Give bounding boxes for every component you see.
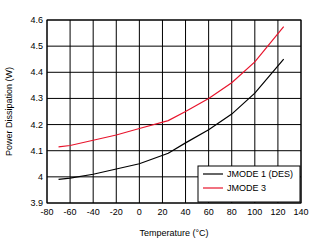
y-tick-label: 4.4 [30, 67, 43, 77]
legend-box [198, 166, 300, 202]
legend-swatch [203, 173, 223, 174]
chart: -80 -60 -40 -20 0 20 40 60 80 100 120 140 3.9 4 4.1 4.2… [0, 0, 321, 243]
y-grid-line [47, 98, 301, 99]
x-tick-label: -80 [40, 207, 53, 217]
plot-frame [47, 20, 301, 203]
x-tick-label: -40 [87, 207, 100, 217]
legend: JMODE 1 (DES) JMODE 3 [198, 166, 300, 202]
legend-label: JMODE 3 [227, 183, 266, 193]
legend-swatch [203, 187, 223, 188]
x-tick-label: 140 [293, 207, 308, 217]
legend-label: JMODE 1 (DES) [227, 169, 293, 179]
grid [47, 20, 301, 203]
y-grid-line [47, 72, 301, 73]
x-grid-line [162, 20, 163, 203]
x-grid-line [93, 20, 94, 203]
y-tick-label: 3.9 [30, 198, 43, 208]
y-tick-label: 4.6 [30, 15, 43, 25]
y-axis-label: Power Dissipation (W) [4, 67, 14, 156]
y-grid-line [47, 124, 301, 125]
y-tick-label: 4.3 [30, 93, 43, 103]
x-tick-label: 80 [227, 207, 237, 217]
series-line [59, 27, 284, 147]
x-tick-label: -20 [110, 207, 123, 217]
x-grid-line [139, 20, 140, 203]
x-tick-label: 120 [270, 207, 285, 217]
y-tick-label: 4.1 [30, 146, 43, 156]
x-tick-label: 100 [247, 207, 262, 217]
x-tick-label: -60 [64, 207, 77, 217]
y-tick-label: 4.5 [30, 41, 43, 51]
x-tick-label: 20 [157, 207, 167, 217]
x-grid-line [70, 20, 71, 203]
x-tick-label: 0 [137, 207, 142, 217]
y-grid-line [47, 46, 301, 47]
y-tick-label: 4.2 [30, 120, 43, 130]
x-tick-label: 40 [181, 207, 191, 217]
x-tick-label: 60 [204, 207, 214, 217]
series-group [59, 27, 284, 180]
y-tick-label: 4 [38, 172, 43, 182]
x-grid-line [116, 20, 117, 203]
x-axis-label: Temperature (°C) [139, 228, 208, 238]
